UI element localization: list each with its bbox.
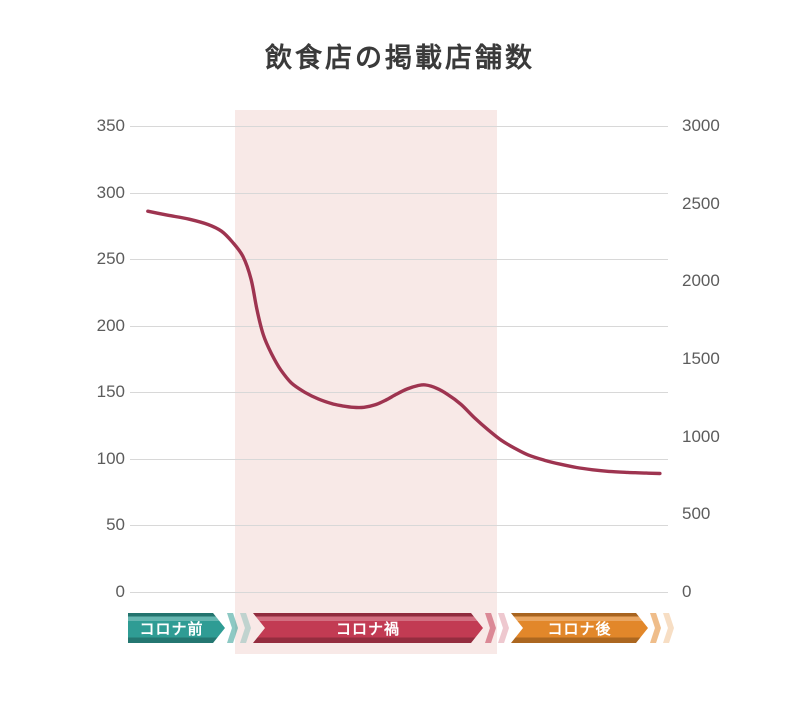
left-axis-tick-label: 50 xyxy=(106,515,125,535)
chevron-icon xyxy=(485,613,496,643)
line-series xyxy=(146,209,662,476)
chevron-icon xyxy=(498,613,509,643)
right-axis-tick-label: 3000 xyxy=(682,116,720,135)
left-axis-tick-label: 300 xyxy=(96,182,125,202)
period-banner-pre: コロナ前 xyxy=(128,613,225,643)
left-axis-tick-label: 250 xyxy=(96,249,125,269)
left-axis-tick-label: 200 xyxy=(96,315,125,335)
period-banner-post: コロナ後 xyxy=(511,613,648,643)
right-axis-tick-label: 1000 xyxy=(682,426,720,446)
chart-title: 飲食店の掲載店舗数 xyxy=(265,43,535,73)
gridline xyxy=(130,126,668,127)
right-axis-tick-label: 0 xyxy=(682,582,692,601)
gridline xyxy=(130,525,668,527)
gridline xyxy=(130,592,668,593)
covid-highlight-band xyxy=(234,110,497,654)
left-axis-tick-label: 100 xyxy=(96,448,125,468)
gridline xyxy=(130,458,668,460)
left-axis-tick-label: 350 xyxy=(96,116,125,135)
chevron-icon xyxy=(240,613,251,643)
right-axis-tick-label: 500 xyxy=(682,504,711,524)
period-banner-label: コロナ後 xyxy=(547,620,612,638)
left-axis-tick-label: 0 xyxy=(115,582,125,601)
gridline xyxy=(130,192,668,194)
gridline xyxy=(130,259,668,261)
period-banner-row: コロナ前 コロナ禍 コロナ後 xyxy=(128,613,674,643)
chevron-icon xyxy=(227,613,238,643)
gridline xyxy=(130,325,668,327)
right-axis-tick-label: 2000 xyxy=(682,271,720,291)
line-series-path xyxy=(146,209,662,476)
chevron-icon xyxy=(650,613,661,643)
right-axis-tick-label: 1500 xyxy=(682,349,720,368)
period-banner-during: コロナ禍 xyxy=(253,613,483,643)
chevron-icon xyxy=(663,613,674,643)
left-axis-tick-label: 150 xyxy=(96,382,125,402)
period-banner-label: コロナ前 xyxy=(139,620,204,638)
right-axis-tick-label: 2500 xyxy=(682,193,720,213)
period-banner-label: コロナ禍 xyxy=(335,620,400,638)
